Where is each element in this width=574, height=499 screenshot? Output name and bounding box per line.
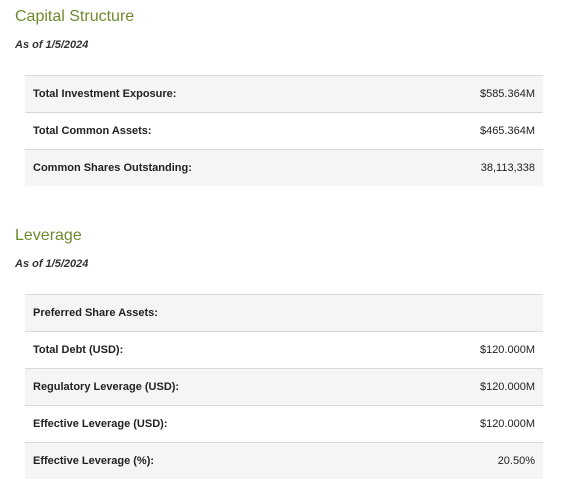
row-value: $120.000M <box>479 418 535 430</box>
row-value: 38,113,338 <box>480 162 535 174</box>
leverage-title: Leverage <box>15 227 82 244</box>
table-row-total-common-assets: Total Common Assets: $465.364M <box>25 113 543 150</box>
row-value: $120.000M <box>479 344 535 356</box>
table-row-regulatory-leverage: Regulatory Leverage (USD): $120.000M <box>25 369 543 406</box>
row-label: Regulatory Leverage (USD): <box>33 381 180 393</box>
row-value: $465.364M <box>479 125 535 137</box>
row-value: 20.50% <box>497 455 535 467</box>
leverage-as-of-date: As of 1/5/2024 <box>15 258 89 270</box>
capital-structure-title: Capital Structure <box>15 8 135 25</box>
row-label: Effective Leverage (USD): <box>33 418 168 430</box>
table-row-common-shares-outstanding: Common Shares Outstanding: 38,113,338 <box>25 150 543 186</box>
row-value: $585.364M <box>479 88 535 100</box>
table-row-effective-leverage-usd: Effective Leverage (USD): $120.000M <box>25 406 543 443</box>
row-label: Effective Leverage (%): <box>33 455 155 467</box>
table-row-effective-leverage-percent: Effective Leverage (%): 20.50% <box>25 443 543 479</box>
table-row-total-debt: Total Debt (USD): $120.000M <box>25 332 543 369</box>
leverage-table: Preferred Share Assets: Total Debt (USD)… <box>25 294 543 479</box>
capital-structure-as-of-date: As of 1/5/2024 <box>15 39 89 51</box>
table-row-total-investment-exposure: Total Investment Exposure: $585.364M <box>25 76 543 113</box>
row-label: Total Investment Exposure: <box>33 88 177 100</box>
row-label: Total Debt (USD): <box>33 344 124 356</box>
table-row-preferred-share-assets: Preferred Share Assets: <box>25 295 543 332</box>
row-label: Preferred Share Assets: <box>33 307 158 319</box>
row-label: Total Common Assets: <box>33 125 152 137</box>
row-label: Common Shares Outstanding: <box>33 162 192 174</box>
capital-structure-table: Total Investment Exposure: $585.364M Tot… <box>25 75 543 186</box>
row-value: $120.000M <box>479 381 535 393</box>
